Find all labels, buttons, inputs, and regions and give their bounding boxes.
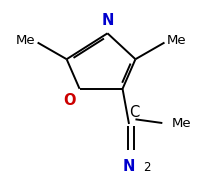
Text: Me: Me xyxy=(172,117,192,130)
Text: Me: Me xyxy=(16,34,36,47)
Text: 2: 2 xyxy=(143,161,150,174)
Text: N: N xyxy=(123,159,135,174)
Text: C: C xyxy=(129,105,139,120)
Text: Me: Me xyxy=(166,34,186,47)
Text: N: N xyxy=(101,13,114,28)
Text: O: O xyxy=(63,93,75,108)
